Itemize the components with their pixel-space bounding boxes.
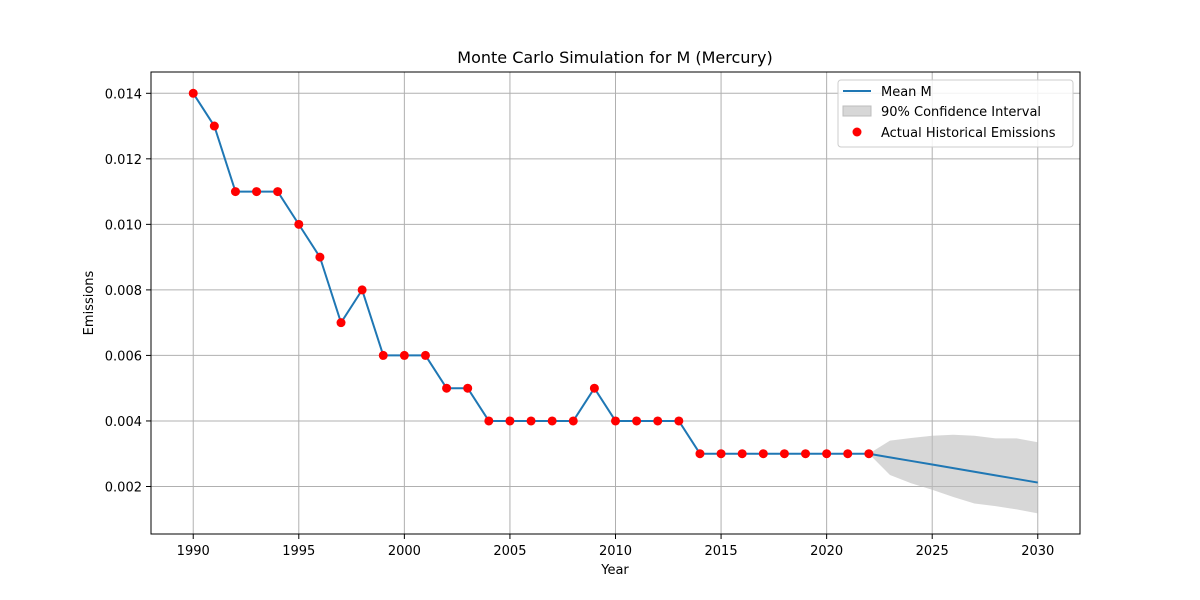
confidence-band (868, 434, 1038, 514)
legend-mean-label: Mean M (881, 85, 932, 100)
x-tick-label: 1995 (282, 544, 315, 559)
x-axis-title: Year (600, 563, 629, 578)
historical-point (336, 318, 346, 328)
legend-points-label: Actual Historical Emissions (881, 126, 1056, 141)
historical-point (463, 383, 473, 393)
historical-point (505, 416, 515, 426)
historical-point (378, 350, 388, 360)
y-tick-label: 0.004 (105, 415, 142, 430)
legend-band-label: 90% Confidence Interval (881, 105, 1041, 120)
legend-points-swatch (852, 127, 862, 137)
historical-point (801, 449, 811, 459)
legend-box (837, 79, 1074, 148)
historical-point (442, 383, 452, 393)
historical-point (230, 187, 240, 197)
historical-point (399, 350, 409, 360)
historical-point (252, 187, 262, 197)
historical-point (843, 449, 853, 459)
historical-point (315, 252, 325, 262)
historical-point (864, 449, 874, 459)
x-tick-label: 2005 (493, 544, 526, 559)
y-tick-label: 0.008 (105, 284, 142, 299)
y-tick-label: 0.014 (105, 87, 142, 102)
historical-point (758, 449, 768, 459)
y-tick-label: 0.006 (105, 349, 142, 364)
historical-point (188, 88, 198, 98)
historical-point (737, 449, 747, 459)
x-tick-label: 2010 (599, 544, 632, 559)
x-tick-label: 2020 (810, 544, 843, 559)
historical-point (526, 416, 536, 426)
historical-point (632, 416, 642, 426)
x-tick-label: 2025 (916, 544, 949, 559)
historical-points-layer (188, 88, 874, 459)
x-tick-label: 2015 (705, 544, 738, 559)
legend-band-swatch (842, 105, 872, 117)
y-axis-ticks: 0.002 0.004 0.006 0.008 0.010 0.012 0.014 (105, 87, 151, 495)
historical-point (209, 121, 219, 131)
y-tick-label: 0.012 (105, 153, 142, 168)
historical-point (484, 416, 494, 426)
historical-point (716, 449, 726, 459)
y-axis-title: Emissions (82, 270, 97, 335)
historical-point (695, 449, 705, 459)
historical-point (357, 285, 367, 295)
y-tick-label: 0.002 (105, 480, 142, 495)
y-tick-label: 0.010 (105, 218, 142, 233)
historical-point (294, 219, 304, 229)
legend: Mean M 90% Confidence Interval Actual Hi… (837, 79, 1074, 148)
historical-point (822, 449, 832, 459)
historical-point (589, 383, 599, 393)
historical-point (611, 416, 620, 426)
historical-point (568, 416, 578, 426)
x-tick-label: 1990 (177, 544, 210, 559)
x-tick-label: 2000 (388, 544, 421, 559)
historical-point (273, 187, 283, 197)
historical-point (779, 449, 789, 459)
x-axis-ticks: 1990 1995 2000 2005 2010 2015 2020 2025 2030 (177, 534, 1054, 559)
confidence-band-layer (868, 434, 1038, 514)
historical-point (420, 350, 430, 360)
historical-point (547, 416, 557, 426)
historical-point (674, 416, 684, 426)
chart-title: Monte Carlo Simulation for M (Mercury) (457, 48, 772, 67)
x-tick-label: 2030 (1021, 544, 1054, 559)
historical-point (653, 416, 663, 426)
